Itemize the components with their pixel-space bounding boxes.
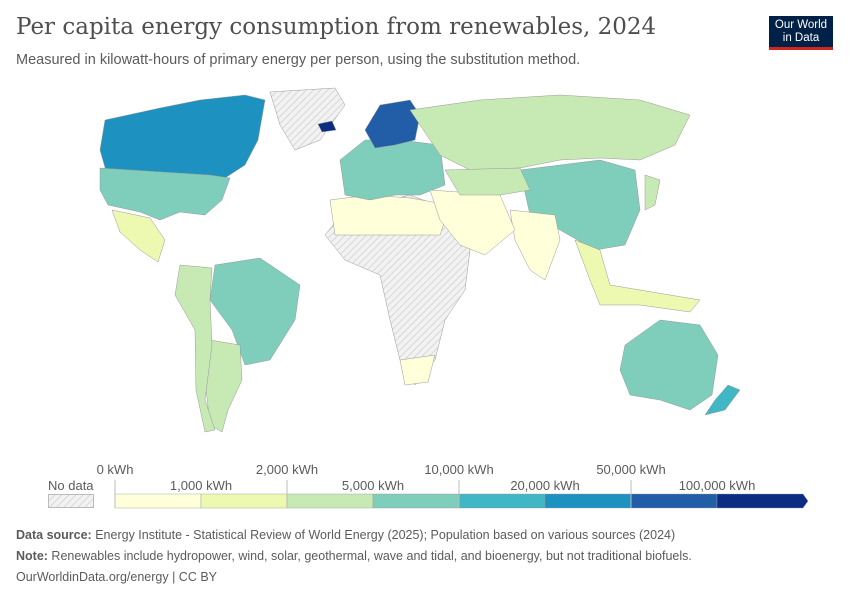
legend-bin — [200, 493, 288, 509]
region-india[interactable] — [509, 209, 561, 281]
legend-bin — [286, 493, 374, 509]
legend-bin — [458, 493, 546, 509]
legend-no-data-label: No data — [48, 478, 94, 493]
source-label: Data source: — [16, 528, 92, 542]
legend-label-top: 2,000 kWh — [255, 462, 319, 477]
region-andes[interactable] — [174, 264, 216, 433]
legend-bin — [716, 493, 809, 509]
legend-bin — [630, 493, 718, 509]
legend-label-bottom: 100,000 kWh — [678, 478, 756, 493]
region-greenland[interactable] — [269, 87, 346, 151]
source-text: Energy Institute - Statistical Review of… — [91, 528, 676, 542]
logo-line2: in Data — [782, 32, 820, 44]
region-australia[interactable] — [619, 319, 719, 411]
world-map[interactable] — [0, 80, 850, 460]
region-south-africa[interactable] — [399, 354, 436, 386]
legend-no-data-swatch — [48, 494, 94, 508]
region-mexico[interactable] — [111, 209, 166, 263]
region-brazil[interactable] — [209, 257, 301, 366]
note-label: Note: — [16, 549, 48, 563]
data-source: Data source: Energy Institute - Statisti… — [16, 528, 675, 542]
note: Note: Renewables include hydropower, win… — [16, 549, 692, 563]
chart-title: Per capita energy consumption from renew… — [16, 14, 657, 40]
note-text: Renewables include hydropower, wind, sol… — [47, 549, 692, 563]
logo-line1: Our World — [774, 19, 828, 31]
legend-bin — [544, 493, 632, 509]
region-scandinavia[interactable] — [364, 99, 421, 149]
region-iceland[interactable] — [317, 120, 337, 133]
legend-bin — [114, 493, 202, 509]
region-united-states[interactable] — [99, 167, 231, 221]
legend-label-bottom: 20,000 kWh — [510, 478, 580, 493]
region-europe[interactable] — [339, 139, 446, 201]
source-url-link[interactable]: OurWorldinData.org/energy | CC BY — [16, 570, 218, 584]
region-north-africa[interactable] — [329, 194, 451, 236]
legend-color-bar — [114, 480, 809, 509]
chart-subtitle: Measured in kilowatt-hours of primary en… — [16, 52, 581, 68]
owid-logo[interactable]: Our World in Data — [769, 16, 833, 50]
region-japan[interactable] — [644, 174, 661, 211]
legend-label-bottom: 5,000 kWh — [341, 478, 405, 493]
legend-bin — [372, 493, 460, 509]
region-new-zealand[interactable] — [704, 384, 741, 416]
legend-label-top: 50,000 kWh — [596, 462, 666, 477]
region-russia[interactable] — [409, 94, 691, 171]
region-southeast-asia[interactable] — [574, 239, 701, 313]
legend-label-top: 0 kWh — [96, 462, 134, 477]
region-central-asia[interactable] — [444, 167, 531, 196]
legend-label-top: 10,000 kWh — [424, 462, 494, 477]
legend-label-bottom: 1,000 kWh — [169, 478, 233, 493]
